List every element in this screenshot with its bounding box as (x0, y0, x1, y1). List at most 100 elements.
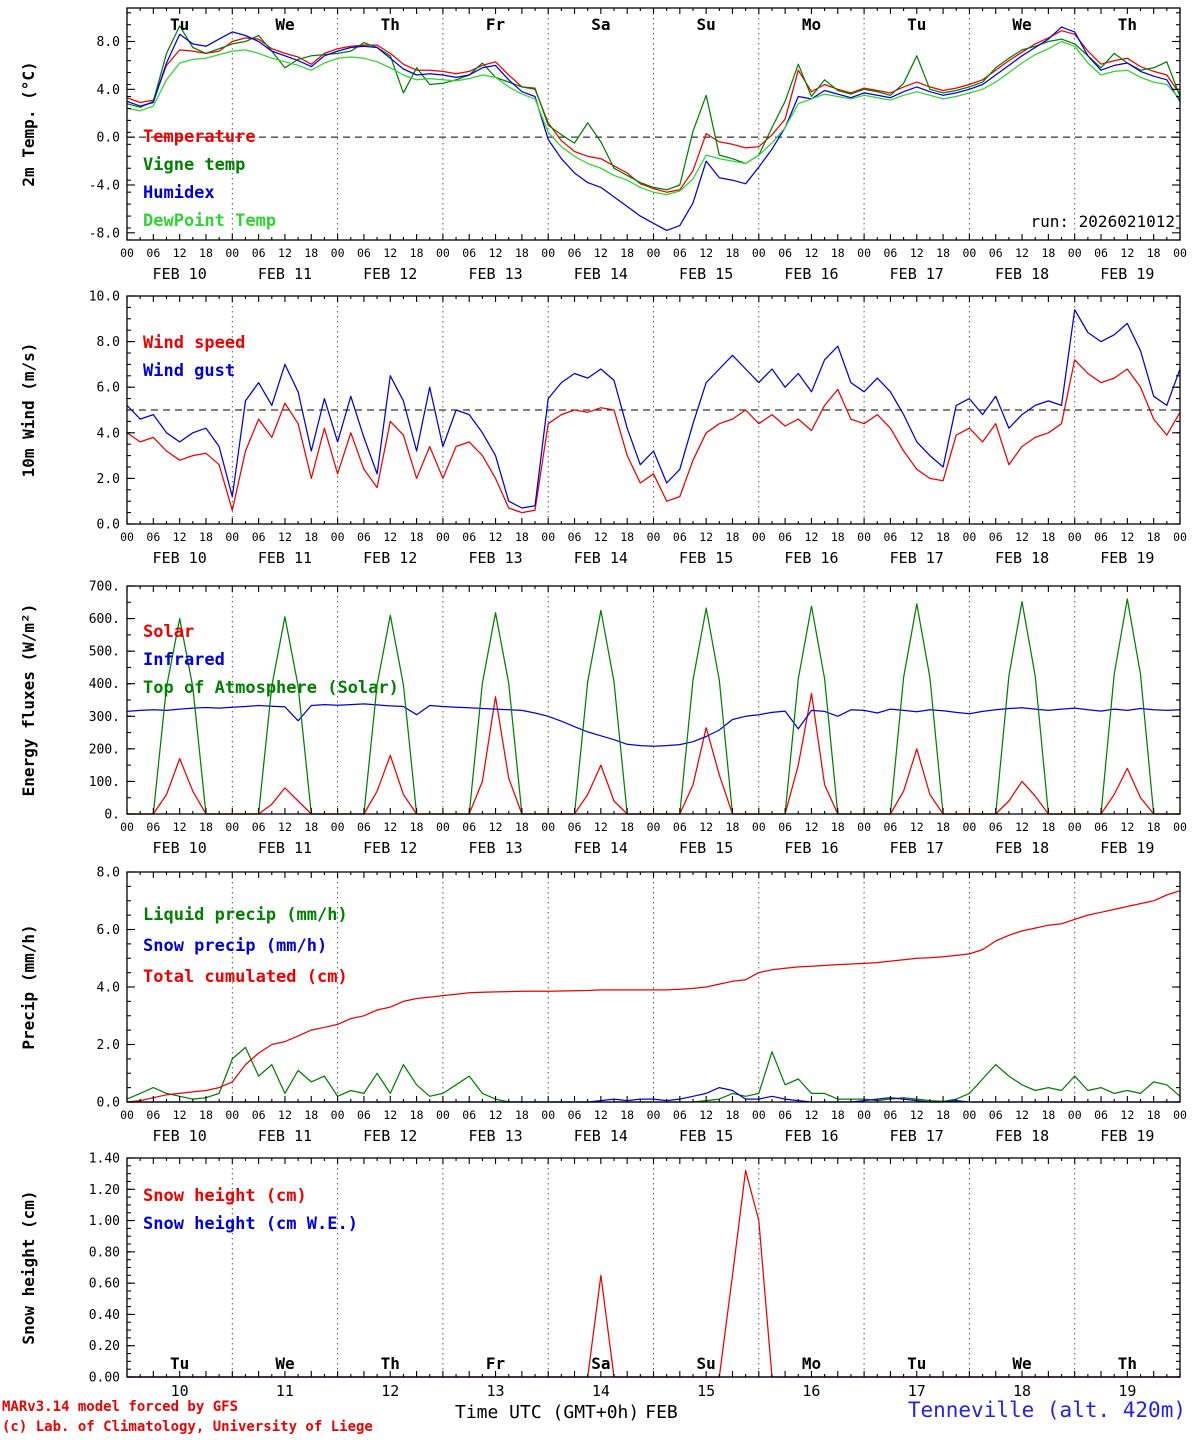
y-axis-title: Precip (mm/h) (19, 924, 38, 1049)
hour-tick-label: 12 (699, 820, 713, 834)
line-wind-speed (126, 359, 1181, 514)
hour-tick-label: 12 (489, 246, 503, 260)
hour-tick-label: 00 (1068, 820, 1082, 834)
hour-tick-label: 18 (620, 820, 634, 834)
hour-tick-label: 06 (673, 820, 687, 834)
y-tick-label: 700. (89, 580, 120, 595)
weekday-label: Tu (170, 15, 189, 34)
hour-tick-label: 12 (805, 1108, 819, 1122)
hour-tick-label: 12 (383, 820, 397, 834)
day-label: FEB 14 (574, 1127, 628, 1145)
hour-tick-label: 18 (515, 820, 529, 834)
hour-tick-label: 00 (752, 820, 766, 834)
weekday-label: We (275, 1354, 294, 1373)
hour-tick-label: 18 (936, 1108, 950, 1122)
hour-tick-label: 12 (594, 1108, 608, 1122)
hour-tick-label: 12 (1015, 820, 1029, 834)
hour-tick-label: 00 (436, 246, 450, 260)
y-tick-label: 0.0 (97, 1096, 120, 1111)
meteogram-chart: 8.0 4.0 0.0 -4.0 -8.0 2m Temp. (°C) 00 06 12 18 00… (19, 7, 1187, 1400)
day-label: FEB 13 (468, 1127, 522, 1145)
day-label: FEB 10 (153, 1127, 207, 1145)
panel-temperature: 8.0 4.0 0.0 -4.0 -8.0 2m Temp. (°C) 00 06 12 18 00… (19, 7, 1187, 283)
hour-tick-label: 12 (278, 246, 292, 260)
hour-tick-label: 06 (462, 1108, 476, 1122)
day-number-label: 11 (276, 1382, 294, 1400)
day-label: FEB 12 (363, 839, 417, 857)
model-credit-line1: MARv3.14 model forced by GFS (2, 1399, 239, 1415)
legend-snow-height-we: Snow height (cm W.E.) (143, 1214, 358, 1234)
hour-tick-label: 06 (778, 246, 792, 260)
hour-tick-label: 06 (568, 1108, 582, 1122)
hour-tick-label: 06 (146, 530, 160, 544)
hour-tick-label: 18 (304, 1108, 318, 1122)
day-label: FEB 10 (153, 265, 207, 283)
hour-tick-label: 18 (515, 246, 529, 260)
weekday-label: Th (381, 1354, 400, 1373)
y-tick-label: 500. (89, 645, 120, 660)
y-tick-label: 0.0 (97, 518, 120, 533)
day-label: FEB 16 (784, 839, 838, 857)
y-tick-label: 4.0 (97, 83, 120, 98)
hour-tick-label: 18 (410, 530, 424, 544)
hour-tick-label: 12 (699, 530, 713, 544)
weekday-label: Tu (170, 1354, 189, 1373)
hour-tick-label: 12 (699, 246, 713, 260)
hour-tick-label: 00 (541, 530, 555, 544)
hour-tick-label: 12 (173, 820, 187, 834)
hour-tick-label: 18 (726, 820, 740, 834)
legend-temperature: Temperature (143, 127, 256, 147)
hour-tick-label: 00 (1068, 246, 1082, 260)
hour-tick-label: 06 (989, 1108, 1003, 1122)
y-tick-label: 300. (89, 710, 120, 725)
hour-tick-label: 18 (199, 1108, 213, 1122)
legend-dewpoint-temp: DewPoint Temp (143, 211, 277, 231)
hour-tick-label: 06 (883, 246, 897, 260)
hour-tick-label: 00 (1173, 820, 1187, 834)
hour-tick-label: 18 (936, 530, 950, 544)
hour-tick-label: 06 (1094, 1108, 1108, 1122)
hour-tick-label: 18 (410, 820, 424, 834)
hour-tick-label: 06 (1094, 820, 1108, 834)
hour-tick-label: 06 (778, 530, 792, 544)
line-infrared (126, 703, 1181, 747)
hour-tick-label: 06 (357, 246, 371, 260)
hour-tick-label: 18 (1041, 1108, 1055, 1122)
day-label: FEB 14 (574, 549, 628, 567)
hour-tick-label: 06 (357, 1108, 371, 1122)
day-label: FEB 12 (363, 265, 417, 283)
weekday-label: Sa (591, 15, 610, 34)
hour-tick-label: 00 (962, 820, 976, 834)
y-tick-label: 10.0 (89, 290, 120, 305)
hour-tick-label: 12 (1015, 246, 1029, 260)
hour-tick-label: 06 (673, 246, 687, 260)
day-label: FEB 17 (890, 265, 944, 283)
weekday-label: Th (1118, 1354, 1137, 1373)
hour-tick-label: 00 (436, 530, 450, 544)
hour-tick-label: 12 (1120, 820, 1134, 834)
hour-tick-label: 06 (252, 820, 266, 834)
hour-tick-label: 18 (936, 246, 950, 260)
day-label: FEB 18 (995, 1127, 1049, 1145)
hour-tick-label: 00 (541, 820, 555, 834)
hour-tick-label: 06 (989, 246, 1003, 260)
hour-tick-label: 12 (383, 530, 397, 544)
hour-tick-label: 12 (910, 1108, 924, 1122)
weekday-label: Mo (802, 1354, 821, 1373)
y-tick-label: 0.60 (89, 1277, 120, 1292)
day-label: FEB 16 (784, 1127, 838, 1145)
hour-tick-label: 18 (410, 246, 424, 260)
hour-tick-label: 06 (462, 530, 476, 544)
y-tick-label: 400. (89, 677, 120, 692)
day-label: FEB 16 (784, 549, 838, 567)
y-tick-label: 1.00 (89, 1214, 120, 1229)
y-tick-label: 2.0 (97, 472, 120, 487)
hour-tick-label: 18 (199, 246, 213, 260)
hour-tick-label: 18 (620, 1108, 634, 1122)
panel-snow: 1.40 1.20 1.00 0.80 0.60 0.40 0.20 0.00 Snow hei… (19, 1152, 1181, 1400)
y-tick-label: -8.0 (89, 226, 120, 241)
y-tick-label: 8.0 (97, 866, 120, 881)
hour-tick-label: 18 (1147, 1108, 1161, 1122)
y-tick-label: 4.0 (97, 426, 120, 441)
hour-tick-label: 18 (620, 246, 634, 260)
